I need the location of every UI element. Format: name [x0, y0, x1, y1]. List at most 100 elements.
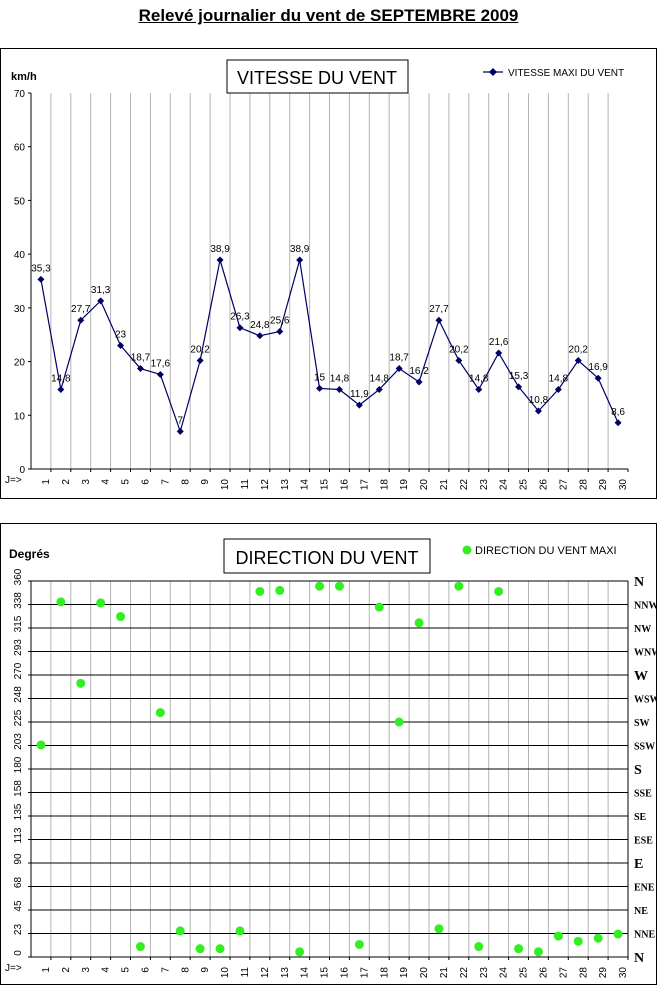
- data-point: [474, 942, 484, 952]
- data-label: 35,3: [31, 263, 51, 274]
- chart-title: DIRECTION DU VENT: [235, 548, 418, 568]
- x-tick-label: 11: [240, 479, 251, 490]
- wind-speed-chart: 0 10 20 30 40 50 60 70 1 2 3 4 5 6 7 8 9 10 11 12 13 14 15 16 17…: [0, 48, 657, 499]
- data-label: 20,2: [449, 344, 469, 355]
- data-point: [155, 708, 165, 718]
- y-tick-label: 180: [13, 756, 24, 773]
- y-tick-label: 45: [13, 900, 24, 912]
- data-label: 7: [177, 415, 183, 426]
- x-tick-label: 26: [538, 479, 549, 491]
- x-tick-label: 3: [81, 479, 92, 485]
- x-tick-label: 21: [439, 479, 450, 491]
- data-label: 20,2: [569, 344, 589, 355]
- data-label: 14,8: [51, 374, 71, 385]
- x-tick-label: 13: [280, 479, 291, 491]
- data-point: [375, 386, 383, 394]
- x-tick-label: 4: [101, 479, 112, 485]
- y-tick-label: 338: [13, 592, 24, 609]
- chart-title-box: [223, 538, 431, 574]
- data-point: [414, 618, 424, 628]
- x-tick-label: 17: [359, 967, 370, 979]
- data-point: [594, 374, 602, 382]
- compass-label: SSE: [634, 789, 652, 800]
- data-point: [57, 386, 65, 394]
- data-point: [36, 740, 46, 750]
- data-point: [97, 297, 105, 305]
- data-point: [494, 586, 504, 596]
- x-tick-label: 16: [339, 479, 350, 491]
- data-label: 26,3: [230, 312, 250, 323]
- y-tick-label: 158: [13, 780, 24, 797]
- x-tick-label: 2: [61, 479, 72, 485]
- y-tick-label: 360: [13, 568, 24, 585]
- data-point: [116, 612, 126, 622]
- data-point: [295, 947, 305, 957]
- data-label: 10,8: [529, 395, 549, 406]
- y-tick-label: 40: [14, 250, 26, 261]
- data-point: [613, 929, 623, 939]
- x-tick-label: 20: [419, 479, 430, 491]
- data-point: [296, 256, 304, 264]
- y-tick-label: 203: [13, 733, 24, 750]
- data-point: [573, 936, 583, 946]
- data-point: [395, 365, 403, 373]
- compass-label: ESE: [634, 836, 653, 847]
- data-point: [255, 586, 265, 596]
- data-label: 18,7: [389, 353, 409, 364]
- y-tick-label: 50: [14, 196, 26, 207]
- compass-label: NW: [634, 624, 651, 635]
- x-tick-label: 15: [320, 967, 331, 979]
- compass-label: E: [634, 857, 643, 872]
- data-point: [475, 386, 483, 394]
- x-tick-label: 6: [140, 967, 151, 973]
- data-point: [215, 944, 225, 954]
- x-tick-label: 28: [578, 967, 589, 979]
- x-tick-label: 30: [618, 479, 629, 491]
- data-label: 21,6: [489, 337, 509, 348]
- data-point: [574, 356, 582, 364]
- data-point: [553, 931, 563, 941]
- data-point: [534, 407, 542, 415]
- x-tick-label: 5: [121, 967, 132, 973]
- y-tick-label: 10: [14, 411, 26, 422]
- x-tick-label: 29: [598, 967, 609, 979]
- x-axis-label: J=>: [5, 963, 22, 974]
- x-tick-label: 17: [359, 479, 370, 491]
- data-point: [435, 316, 443, 324]
- data-label: 15,3: [509, 371, 529, 382]
- y-tick-label: 70: [14, 89, 26, 100]
- x-tick-label: 8: [180, 967, 191, 973]
- data-label: 27,7: [71, 304, 91, 315]
- data-label: 14,8: [549, 374, 569, 385]
- x-tick-label: 19: [399, 967, 410, 979]
- data-point: [37, 275, 45, 283]
- data-point: [276, 327, 284, 335]
- y-tick-label: 68: [13, 877, 24, 889]
- x-tick-label: 25: [519, 479, 530, 491]
- legend-marker: [462, 545, 472, 555]
- x-tick-label: 23: [479, 967, 490, 979]
- x-tick-label: 26: [538, 967, 549, 979]
- x-tick-label: 10: [220, 967, 231, 979]
- x-tick-label: 18: [379, 967, 390, 979]
- y-tick-label: 90: [13, 853, 24, 865]
- x-tick-label: 5: [121, 479, 132, 485]
- y-axis-label: km/h: [11, 71, 37, 83]
- data-point: [514, 944, 524, 954]
- y-tick-label: 0: [13, 950, 24, 956]
- data-label: 38,9: [210, 244, 230, 255]
- data-point: [235, 926, 245, 936]
- data-point: [196, 356, 204, 364]
- data-point: [355, 401, 363, 409]
- x-tick-label: 1: [41, 967, 52, 973]
- x-tick-label: 20: [419, 967, 430, 979]
- data-point: [614, 419, 622, 427]
- compass-label: N: [634, 575, 644, 590]
- data-label: 25,6: [270, 315, 290, 326]
- x-tick-label: 18: [379, 479, 390, 491]
- wind-direction-chart: 0 N 23 NNE 45 NE 68 ENE 90 E 113 ESE 135 SE 158 SSE 180 S…: [0, 523, 657, 985]
- data-point: [334, 581, 344, 591]
- data-point: [454, 581, 464, 591]
- data-label: 27,7: [429, 304, 449, 315]
